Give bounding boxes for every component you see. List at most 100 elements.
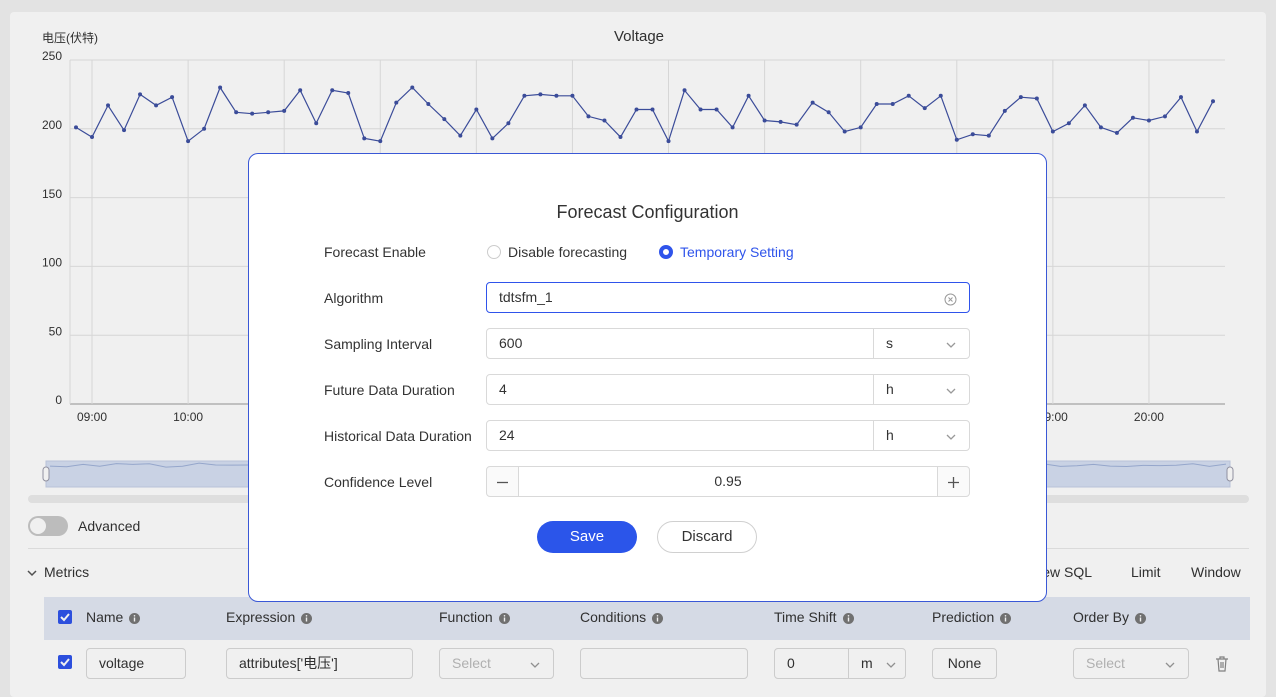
field-label: Sampling Interval bbox=[324, 336, 433, 352]
column-title: Expression bbox=[226, 609, 296, 625]
point bbox=[122, 128, 127, 133]
placeholder: Select bbox=[452, 655, 491, 671]
y-tick-label: 200 bbox=[42, 118, 62, 132]
zoom-handle bbox=[1226, 466, 1234, 482]
point bbox=[490, 136, 495, 141]
unit-select[interactable]: s bbox=[873, 328, 970, 359]
delete-icon[interactable] bbox=[1215, 656, 1229, 672]
column-header: Order By bbox=[1073, 607, 1147, 627]
x-tick-label: 10:00 bbox=[173, 410, 203, 424]
point bbox=[1018, 95, 1023, 100]
algorithm-input[interactable]: tdtsfm_1 bbox=[486, 282, 970, 313]
field-label: Confidence Level bbox=[324, 474, 433, 490]
value-input[interactable]: 600 bbox=[486, 328, 874, 359]
value-input[interactable]: 24 bbox=[486, 420, 874, 451]
info-icon[interactable] bbox=[129, 612, 141, 624]
point bbox=[970, 132, 975, 137]
column-title: Conditions bbox=[580, 609, 647, 625]
point bbox=[1082, 103, 1087, 108]
y-tick-label: 250 bbox=[42, 49, 62, 63]
column-title: Time Shift bbox=[774, 609, 837, 625]
tab[interactable]: Limit bbox=[1131, 564, 1161, 580]
column-header: Name bbox=[86, 607, 141, 627]
advanced-label: Advanced bbox=[78, 518, 141, 534]
column-title: Function bbox=[439, 609, 493, 625]
point bbox=[1050, 129, 1055, 134]
save-button[interactable]: Save bbox=[537, 521, 637, 553]
point bbox=[410, 85, 415, 90]
point bbox=[330, 88, 335, 93]
time-shift-input[interactable]: 0 bbox=[774, 648, 849, 679]
metrics-title: Metrics bbox=[44, 564, 90, 580]
point bbox=[138, 92, 143, 97]
point bbox=[394, 100, 399, 105]
unit: s bbox=[886, 335, 893, 351]
point bbox=[682, 88, 687, 93]
point bbox=[906, 93, 911, 98]
point bbox=[986, 133, 991, 138]
point bbox=[618, 135, 623, 140]
y-tick-label: 150 bbox=[42, 187, 62, 201]
point bbox=[874, 102, 879, 107]
radio[interactable] bbox=[487, 245, 501, 259]
point bbox=[554, 93, 559, 98]
point bbox=[762, 118, 767, 123]
field-label: Historical Data Duration bbox=[324, 428, 472, 444]
name-input[interactable]: voltage bbox=[86, 648, 186, 679]
expression-input[interactable]: attributes['电压'] bbox=[226, 648, 413, 679]
toggle-knob bbox=[30, 518, 46, 534]
point bbox=[346, 91, 351, 96]
point bbox=[1002, 108, 1007, 113]
radio[interactable] bbox=[659, 245, 673, 259]
discard-button[interactable]: Discard bbox=[657, 521, 757, 553]
unit: h bbox=[886, 427, 894, 443]
field-label: Forecast Enable bbox=[324, 244, 426, 260]
column-header: Prediction bbox=[932, 607, 1012, 627]
point bbox=[282, 108, 287, 113]
advanced-toggle[interactable] bbox=[28, 516, 68, 536]
column-header: Conditions bbox=[580, 607, 664, 627]
info-icon[interactable] bbox=[1135, 612, 1147, 624]
point bbox=[474, 107, 479, 112]
point bbox=[698, 107, 703, 112]
function-select[interactable]: Select bbox=[439, 648, 554, 679]
column-title: Name bbox=[86, 609, 124, 625]
point bbox=[202, 126, 207, 131]
unit-select[interactable]: h bbox=[873, 374, 970, 405]
value-input[interactable]: 4 bbox=[486, 374, 874, 405]
info-icon[interactable] bbox=[652, 612, 664, 624]
row-checkbox[interactable] bbox=[58, 655, 72, 669]
confidence-input[interactable]: 0.95 bbox=[518, 466, 938, 497]
radio-label[interactable]: Temporary Setting bbox=[680, 244, 794, 260]
radio-label[interactable]: Disable forecasting bbox=[508, 244, 628, 260]
tab[interactable]: Window bbox=[1191, 564, 1241, 580]
y-axis-label: 电压(伏特) bbox=[42, 30, 98, 45]
point bbox=[1162, 114, 1167, 119]
info-icon[interactable] bbox=[1000, 612, 1012, 624]
time-unit-select[interactable]: m bbox=[848, 648, 906, 679]
y-tick-label: 0 bbox=[55, 393, 62, 407]
prediction-button[interactable]: None bbox=[932, 648, 997, 679]
decrement-button[interactable] bbox=[486, 466, 519, 497]
header-checkbox[interactable] bbox=[58, 610, 72, 624]
info-icon[interactable] bbox=[842, 612, 854, 624]
point bbox=[426, 102, 431, 107]
collapse-icon[interactable] bbox=[26, 567, 38, 579]
info-icon[interactable] bbox=[301, 612, 313, 624]
increment-button[interactable] bbox=[937, 466, 970, 497]
point bbox=[922, 106, 927, 111]
point bbox=[442, 117, 447, 122]
point bbox=[1114, 130, 1119, 135]
point bbox=[602, 118, 607, 123]
point bbox=[794, 122, 799, 127]
order-by-select[interactable]: Select bbox=[1073, 648, 1189, 679]
forecast-dialog: Forecast Configuration Forecast Enable D… bbox=[248, 153, 1047, 602]
unit-select[interactable]: h bbox=[873, 420, 970, 451]
field-label: Future Data Duration bbox=[324, 382, 455, 398]
info-icon[interactable] bbox=[498, 612, 510, 624]
input-value: tdtsfm_1 bbox=[499, 289, 553, 305]
point bbox=[858, 125, 863, 130]
point bbox=[730, 125, 735, 130]
placeholder: Select bbox=[1086, 655, 1125, 671]
conditions-input[interactable] bbox=[580, 648, 748, 679]
